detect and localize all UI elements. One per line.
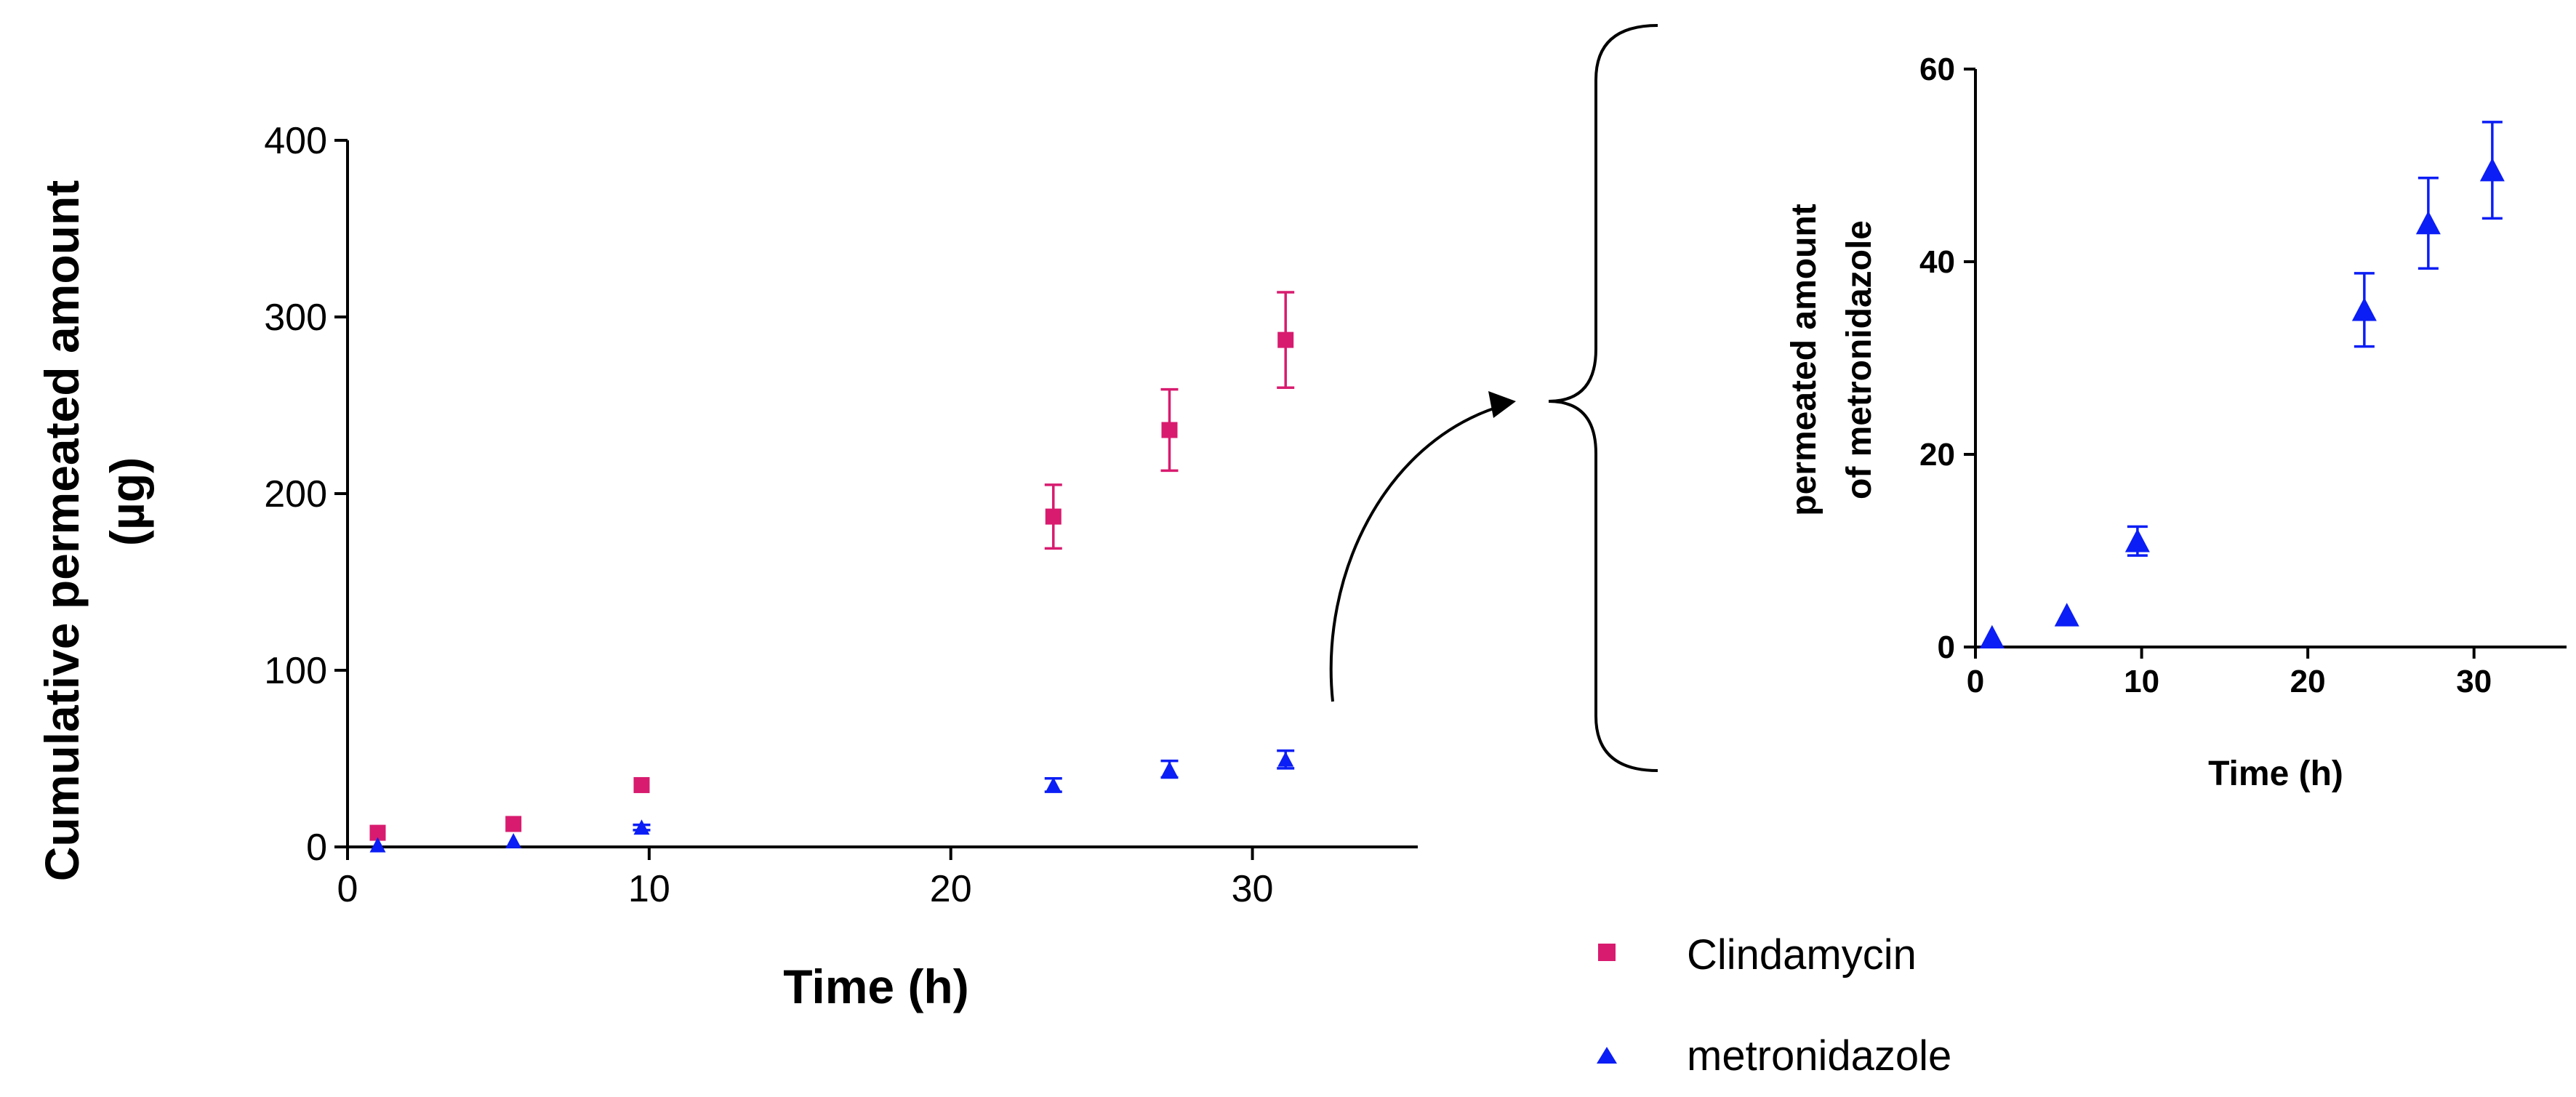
legend-label-metronidazole: metronidazole [1687,1032,1951,1080]
y-tick-label: 300 [264,297,327,339]
inset-marks [1979,121,2505,649]
point-metronidazole [1045,776,1062,792]
inset-x-label: Time (h) [2208,755,2343,793]
main-y-label-line1: Cumulative permeated amount [35,180,89,882]
point-clindamycin [633,776,650,793]
point-clindamycin [505,816,522,832]
point-metronidazole [2124,529,2150,552]
brace-icon [1548,24,1658,772]
y-tick-label: 0 [1938,630,1955,665]
x-tick-label: 0 [337,868,358,910]
y-tick-label: 0 [306,827,327,869]
connector [1329,24,1658,772]
y-tick-label: 40 [1919,244,1955,280]
main-marks [369,291,1295,853]
x-tick-label: 10 [2124,664,2159,699]
point-clindamycin [1277,331,1294,348]
x-tick-label: 20 [2290,664,2326,699]
point-metronidazole [2415,211,2441,235]
legend-marker-metronidazole [1597,1047,1617,1064]
point-clindamycin [1161,422,1178,438]
curved-arrow [1329,406,1498,702]
y-tick-label: 100 [264,650,327,692]
inset-ticks: 0 10 20 30 0 20 40 60 [1919,52,2492,699]
inset-y-label-line1: permeated amount [1785,204,1823,515]
point-metronidazole [2351,297,2377,321]
legend-label-clindamycin: Clindamycin [1687,931,1917,979]
legend-marker-clindamycin [1598,944,1616,961]
point-metronidazole [1161,761,1178,776]
point-metronidazole [2054,603,2079,627]
point-metronidazole [505,832,522,848]
x-tick-label: 0 [1967,664,1984,699]
x-tick-label: 10 [628,868,670,910]
point-clindamycin [369,824,386,841]
point-metronidazole [1979,624,2005,649]
point-metronidazole [633,819,650,835]
point-metronidazole [2479,158,2505,182]
legend: Clindamycin metronidazole [1597,931,1951,1080]
x-tick-label: 20 [930,868,972,910]
point-clindamycin [1045,508,1062,525]
point-metronidazole [369,837,386,853]
main-x-label: Time (h) [783,960,968,1013]
y-tick-label: 400 [264,120,327,162]
inset-y-label-line2: of metronidazole [1840,220,1879,499]
x-tick-label: 30 [1232,868,1274,910]
y-tick-label: 20 [1919,437,1955,473]
y-tick-label: 60 [1919,52,1955,87]
main-y-label-line2: (µg) [100,457,154,546]
y-tick-label: 200 [264,473,327,515]
inset-chart: 0 10 20 30 0 20 40 60 Time (h) permeated amount… [1785,52,2567,793]
point-metronidazole [1277,751,1294,767]
x-tick-label: 30 [2456,664,2492,699]
arrowhead-icon [1488,391,1516,418]
